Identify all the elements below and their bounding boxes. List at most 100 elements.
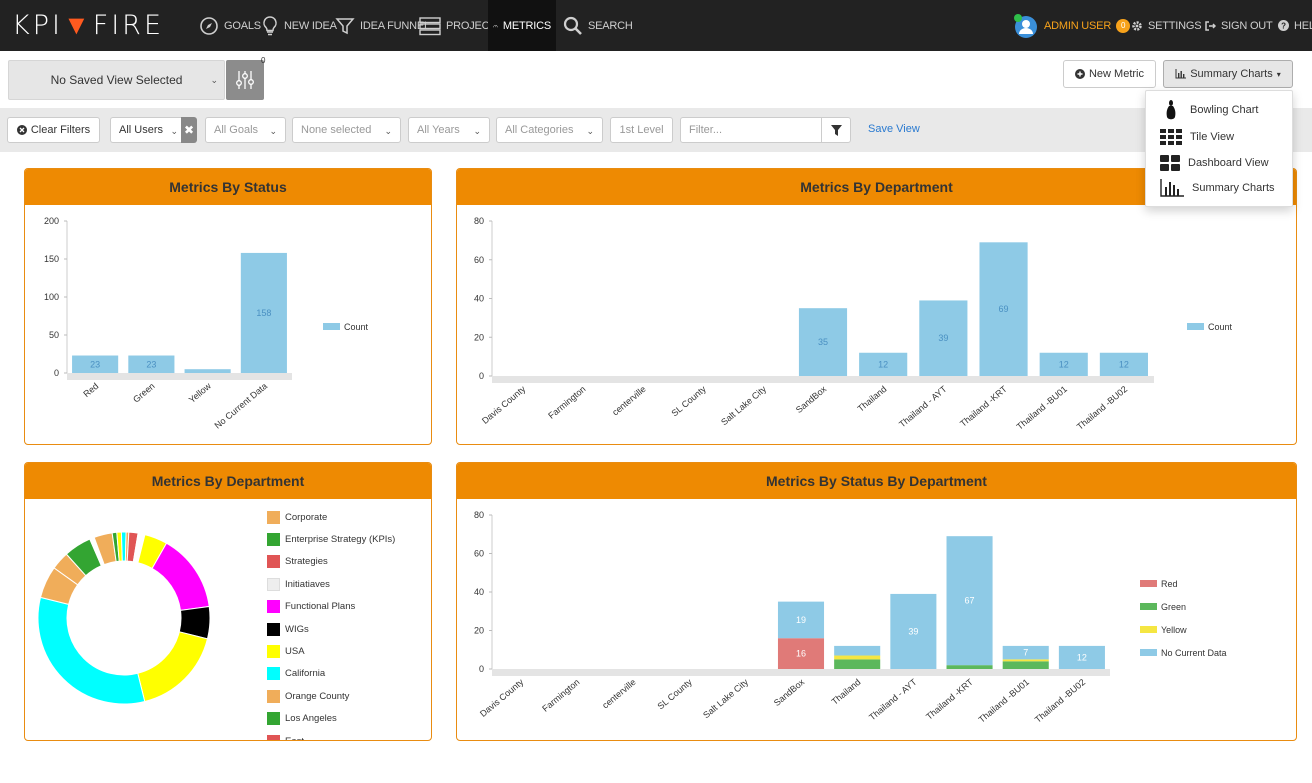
y-tick-label: 0 <box>54 368 59 378</box>
nav-new-idea[interactable]: NEW IDEA <box>256 0 342 51</box>
bar <box>979 242 1028 376</box>
legend-item[interactable]: WIGs0 <box>267 622 431 636</box>
legend-item[interactable]: Orange County0 <box>267 689 431 703</box>
nav-help[interactable]: ? HELP <box>1273 0 1312 51</box>
legend-item[interactable]: Enterprise Strategy (KPIs)2 <box>267 532 431 546</box>
data-label: 35 <box>818 337 828 347</box>
summary-charts-label: Summary Charts <box>1190 68 1273 80</box>
bar <box>890 593 937 669</box>
bar <box>1099 352 1148 376</box>
x-tick-label: Farmington <box>540 677 581 714</box>
dropdown-item-label: Tile View <box>1190 131 1235 143</box>
dropdown-item-summary-charts[interactable]: Summary Charts <box>1160 177 1275 199</box>
data-label: 23 <box>90 359 100 369</box>
y-tick-label: 40 <box>474 294 484 304</box>
y-tick-label: 40 <box>474 587 484 597</box>
bar <box>1002 645 1049 660</box>
users-filter-label: All Users <box>119 124 164 136</box>
legend-item[interactable]: East4 <box>267 734 431 740</box>
x-circle-icon <box>16 125 27 135</box>
plus-circle-icon <box>1074 69 1085 79</box>
x-tick-label: Thailand -BU02 <box>1033 677 1087 725</box>
data-label: 7 <box>1023 648 1028 658</box>
y-tick-label: 50 <box>49 330 59 340</box>
legend-item[interactable]: Corporate8 <box>267 510 431 524</box>
donut-slice <box>39 567 79 605</box>
years-filter[interactable]: All Years ⌄ <box>408 117 490 143</box>
chevron-down-icon: ⌄ <box>473 126 481 136</box>
legend-swatch <box>267 510 280 524</box>
saved-view-select[interactable]: No Saved View Selected ⌄ <box>8 60 225 100</box>
data-label: 23 <box>146 359 156 369</box>
new-metric-label: New Metric <box>1088 68 1144 80</box>
clear-users-icon[interactable]: ✖ <box>181 117 197 143</box>
data-label: 158 <box>256 308 271 318</box>
categories-filter[interactable]: All Categories ⌄ <box>496 117 603 143</box>
legend-item[interactable]: Functional Plans0 <box>267 600 431 614</box>
level-filter[interactable]: 1st Level <box>610 117 673 143</box>
status-bar-chart: 0 50 100 150 200 23 Red 23 Green Yellow 158 No Curr… <box>44 216 369 431</box>
donut-slice <box>137 631 209 703</box>
filter-button[interactable] <box>821 117 851 143</box>
x-tick-label: Thailand -BU01 <box>977 677 1031 725</box>
logo-text-right: FIRE <box>92 10 165 41</box>
data-label: 67 <box>965 596 975 606</box>
nav-metrics[interactable]: METRICS <box>488 0 556 51</box>
filter-bar: Clear Filters All Users ⌄ ✖ All Goals ⌄ … <box>0 108 1312 152</box>
bar <box>946 536 993 666</box>
x-tick-label: Salt Lake City <box>719 384 768 428</box>
legend-item[interactable]: California2 <box>267 667 431 681</box>
legend-swatch <box>267 555 280 569</box>
summary-charts-button[interactable]: Summary Charts ▾ <box>1163 60 1293 88</box>
dropdown-item-label: Bowling Chart <box>1190 104 1259 116</box>
legend-swatch <box>267 532 280 546</box>
x-tick-label: Thailand <box>856 384 889 414</box>
y-tick-label: 80 <box>474 510 484 520</box>
legend-item[interactable]: Los Angeles0 <box>267 712 431 726</box>
nav-settings[interactable]: SETTINGS <box>1126 0 1206 51</box>
help-icon: ? <box>1278 20 1289 31</box>
x-axis-band <box>492 669 1110 676</box>
view-settings-button[interactable] <box>226 60 264 100</box>
x-tick-label: Thailand - AYT <box>897 384 949 430</box>
nav-sign-out[interactable]: SIGN OUT <box>1199 0 1278 51</box>
nav-new-idea-label: NEW IDEA <box>284 19 337 32</box>
department-donut-chart <box>37 531 211 705</box>
save-view-link[interactable]: Save View <box>868 123 920 135</box>
legend-label: Count <box>344 322 369 332</box>
chevron-down-icon: ⌄ <box>586 126 594 136</box>
user-menu[interactable]: Admin User 0 <box>1008 0 1135 51</box>
kpifire-logo[interactable]: KPI▼FIRE <box>12 10 164 41</box>
legend-label: Enterprise Strategy (KPIs) <box>285 533 396 545</box>
nav-goals[interactable]: GOALS <box>194 0 266 51</box>
y-tick-label: 0 <box>479 664 484 674</box>
dropdown-item-tile-view[interactable]: Tile View <box>1160 126 1234 148</box>
nav-help-label: HELP <box>1294 19 1312 32</box>
legend-item[interactable]: Strategies0 <box>267 555 431 569</box>
y-tick-label: 150 <box>44 254 59 264</box>
legend-swatch <box>1140 603 1157 610</box>
x-tick-label: Green <box>131 381 157 405</box>
nav-search[interactable]: SEARCH <box>558 0 638 51</box>
filter-input-placeholder: Filter... <box>689 124 723 136</box>
dropdown-item-dashboard-view[interactable]: Dashboard View <box>1160 152 1269 174</box>
legend-item[interactable]: USA2 <box>267 644 431 658</box>
bar <box>834 645 881 656</box>
y-tick-label: 0 <box>479 371 484 381</box>
x-axis-band <box>492 376 1154 383</box>
clear-filters-button[interactable]: Clear Filters <box>7 117 100 143</box>
users-filter[interactable]: All Users ⌄ <box>110 117 182 143</box>
bar <box>798 308 848 376</box>
bar <box>834 655 881 660</box>
filter-input[interactable]: Filter... <box>680 117 822 143</box>
legend-swatch <box>1187 323 1204 330</box>
nav-idea-funnel-label: IDEA FUNNEL <box>360 19 430 32</box>
none-selected-filter[interactable]: None selected ⌄ <box>292 117 401 143</box>
dropdown-item-label: Dashboard View <box>1188 157 1269 169</box>
legend-swatch <box>267 644 280 658</box>
new-metric-button[interactable]: New Metric <box>1063 60 1156 88</box>
nav-idea-funnel[interactable]: IDEA FUNNEL <box>330 0 435 51</box>
goals-filter[interactable]: All Goals ⌄ <box>205 117 286 143</box>
dropdown-item-bowling-chart[interactable]: Bowling Chart <box>1160 99 1258 121</box>
legend-item[interactable]: Initiatiaves1 <box>267 577 431 591</box>
